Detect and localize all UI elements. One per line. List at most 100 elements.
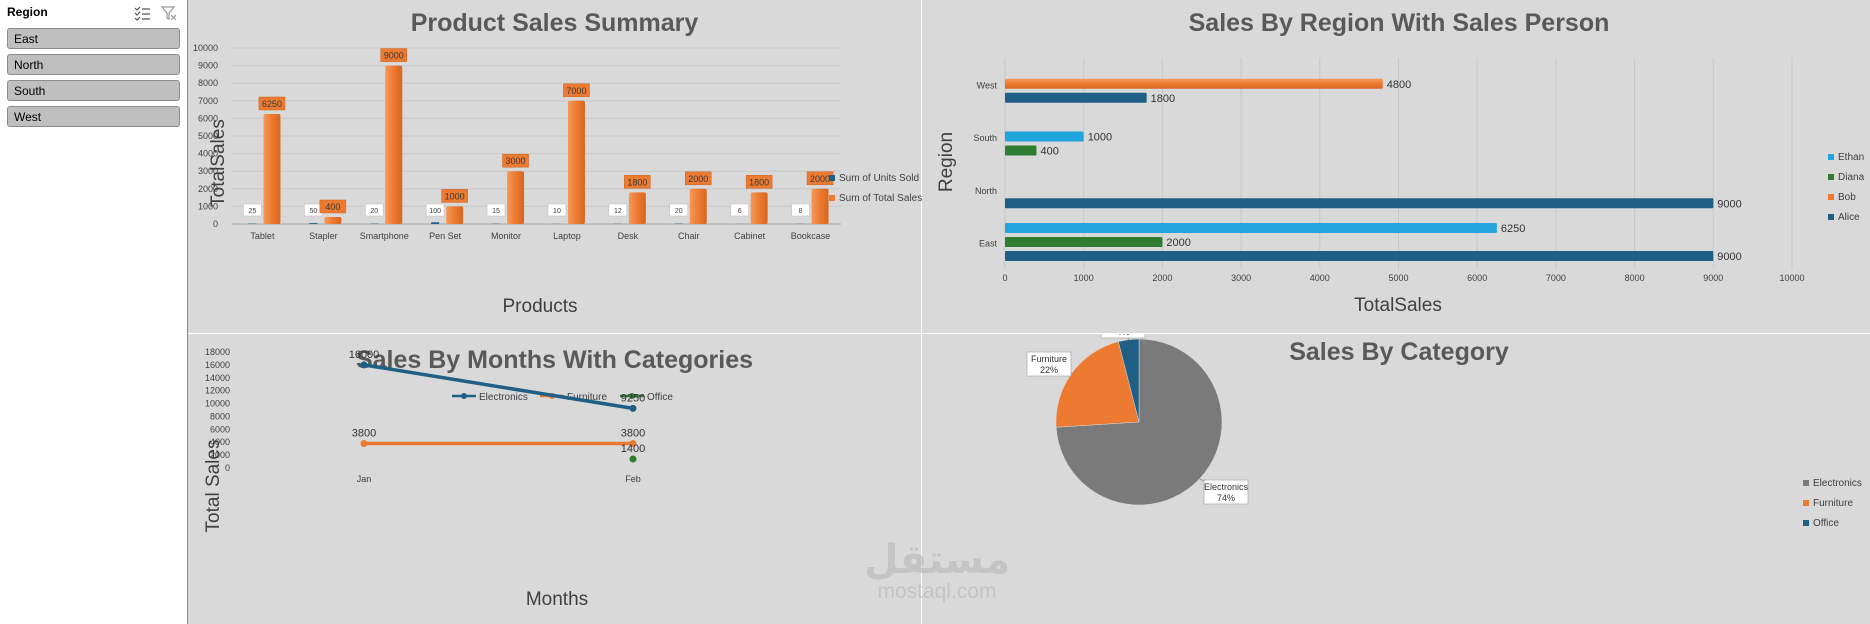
legend-label: Furniture bbox=[567, 392, 607, 403]
units-sold-label-box bbox=[608, 203, 628, 217]
total-sales-bar bbox=[811, 188, 829, 224]
y-tick-label: 6000 bbox=[210, 424, 230, 434]
x-tick-label: Desk bbox=[618, 231, 639, 241]
region-data-label: 400 bbox=[1040, 146, 1058, 158]
units-sold-data-label: 6 bbox=[738, 208, 742, 215]
y-tick-label: 6000 bbox=[198, 113, 218, 123]
line-data-label: 1400 bbox=[621, 443, 645, 455]
legend-label: Diana bbox=[1838, 172, 1865, 183]
legend-swatch bbox=[1828, 174, 1834, 181]
pie-label-box bbox=[1203, 479, 1249, 505]
region-sales-title: Sales By Region With Sales Person bbox=[1188, 9, 1610, 37]
x-tick-label: Smartphone bbox=[360, 231, 409, 241]
legend-swatch bbox=[829, 175, 835, 182]
watermark-arabic: مستقل bbox=[863, 537, 1011, 583]
x-tick-label: 0 bbox=[1002, 273, 1007, 283]
y-tick-label: 7000 bbox=[198, 96, 218, 106]
region-sales-x-axis-title: TotalSales bbox=[1354, 295, 1442, 316]
region-sales-y-axis-title: Region bbox=[936, 132, 957, 192]
units-sold-label-box bbox=[669, 203, 689, 217]
legend-marker bbox=[629, 393, 635, 399]
units-sold-bar bbox=[309, 223, 318, 224]
total-sales-label-box bbox=[380, 48, 407, 62]
legend-label: Alice bbox=[1838, 212, 1860, 223]
line-data-label: 3800 bbox=[621, 428, 645, 440]
region-bar bbox=[1005, 78, 1383, 89]
pie-label-box bbox=[1026, 351, 1072, 377]
slicer-divider bbox=[187, 0, 188, 624]
units-sold-data-label: 20 bbox=[675, 208, 683, 215]
legend-swatch bbox=[1803, 500, 1809, 507]
units-sold-data-label: 50 bbox=[309, 208, 317, 215]
legend-alice: Alice bbox=[1828, 212, 1860, 223]
x-tick-label: Laptop bbox=[553, 231, 581, 241]
y-tick-label: 16000 bbox=[205, 360, 230, 370]
slicer-item-south[interactable]: South bbox=[7, 80, 180, 101]
multi-select-icon[interactable] bbox=[133, 4, 151, 22]
units-sold-label-box bbox=[486, 203, 506, 217]
total-sales-data-label: 9000 bbox=[384, 51, 404, 61]
legend-label: Sum of Total Sales bbox=[839, 193, 923, 204]
total-sales-data-label: 1000 bbox=[445, 191, 465, 201]
x-tick-label: Bookcase bbox=[791, 231, 831, 241]
x-tick-label: 5000 bbox=[1388, 273, 1408, 283]
product-sales-panel[interactable]: Product Sales Summary Products TotalSale… bbox=[188, 0, 922, 333]
category-sales-panel[interactable]: Sales By Category Electronics 74% Furnitur… bbox=[922, 334, 1870, 624]
slicer-item-west[interactable]: West bbox=[7, 106, 180, 127]
monthly-sales-panel[interactable]: Sales By Months With Categories Months T… bbox=[188, 334, 921, 624]
units-sold-label-box bbox=[364, 203, 384, 217]
legend-swatch bbox=[829, 195, 835, 202]
pie-slice bbox=[1055, 341, 1140, 428]
y-tick-label: 3000 bbox=[198, 166, 218, 176]
units-sold-data-label: 8 bbox=[799, 208, 803, 215]
series-marker bbox=[629, 404, 637, 412]
slicer-item-east[interactable]: East bbox=[7, 28, 180, 49]
y-tick-label: East bbox=[979, 239, 998, 249]
product-sales-x-axis-title: Products bbox=[503, 296, 578, 317]
legend-label: Ethan bbox=[1838, 152, 1865, 163]
product-sales-title: Product Sales Summary bbox=[410, 9, 699, 37]
slicer-header: Region bbox=[7, 4, 182, 24]
total-sales-data-label: 1800 bbox=[627, 177, 647, 187]
region-data-label: 1000 bbox=[1088, 132, 1112, 144]
y-tick-label: 12000 bbox=[205, 386, 230, 396]
total-sales-label-box bbox=[745, 175, 773, 189]
region-bar bbox=[1005, 237, 1163, 247]
total-sales-bar bbox=[628, 192, 646, 224]
clear-filter-icon[interactable] bbox=[160, 4, 178, 22]
units-sold-label-box bbox=[547, 203, 567, 217]
legend-marker bbox=[461, 393, 467, 399]
region-data-label: 1800 bbox=[1151, 93, 1175, 105]
y-tick-label: 0 bbox=[225, 463, 230, 473]
legend-units-sold: Sum of Units Sold bbox=[829, 173, 919, 184]
pie-percent-label: 4% bbox=[1116, 334, 1129, 337]
pie-category-label: Electronics bbox=[1204, 482, 1249, 492]
total-sales-label-box bbox=[563, 83, 590, 98]
region-sales-chart: TotalSales Region 0 1000 2000 3000 4000 5000 6… bbox=[936, 58, 1805, 316]
x-tick-label: 1000 bbox=[1074, 273, 1094, 283]
region-bar bbox=[1005, 131, 1084, 142]
region-sales-panel[interactable]: Sales By Region With Sales Person TotalS… bbox=[922, 0, 1870, 333]
x-tick-label: Tablet bbox=[250, 231, 275, 241]
x-tick-label: Jan bbox=[357, 474, 372, 484]
y-tick-label: 10000 bbox=[193, 43, 218, 53]
x-tick-label: 6000 bbox=[1467, 273, 1487, 283]
region-bar bbox=[1005, 145, 1037, 156]
slicer-item-north[interactable]: North bbox=[7, 54, 180, 75]
region-bar bbox=[1005, 92, 1147, 103]
y-tick-label: 0 bbox=[213, 219, 218, 229]
region-bar bbox=[1005, 251, 1714, 261]
region-data-label: 9000 bbox=[1717, 251, 1741, 263]
units-sold-data-label: 25 bbox=[249, 208, 257, 215]
units-sold-data-label: 15 bbox=[492, 208, 500, 215]
units-sold-label-box bbox=[791, 203, 810, 217]
legend-total-sales: Sum of Total Sales bbox=[829, 193, 922, 204]
series-marker bbox=[360, 440, 368, 448]
legend-electronics: Electronics bbox=[452, 392, 528, 403]
total-sales-bar bbox=[446, 206, 464, 224]
total-sales-bar bbox=[567, 100, 585, 224]
pie-category-label: Furniture bbox=[1031, 354, 1067, 364]
line-data-label: 3800 bbox=[352, 428, 376, 440]
pie-label-box bbox=[1100, 334, 1146, 339]
units-sold-data-label: 10 bbox=[553, 208, 561, 215]
